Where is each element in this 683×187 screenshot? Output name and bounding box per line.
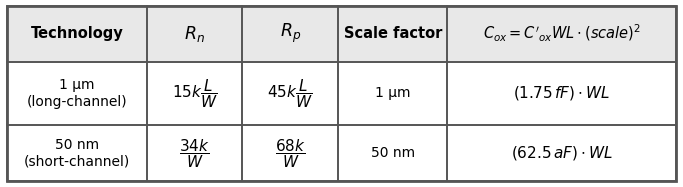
Bar bbox=[147, 6, 242, 62]
Bar bbox=[338, 125, 447, 181]
Bar bbox=[7, 6, 147, 62]
Text: $\dfrac{34k}{W}$: $\dfrac{34k}{W}$ bbox=[180, 137, 210, 170]
Bar bbox=[147, 125, 242, 181]
Text: 50 nm
(short-channel): 50 nm (short-channel) bbox=[24, 138, 130, 168]
Bar bbox=[147, 62, 242, 125]
Text: 1 μm
(long-channel): 1 μm (long-channel) bbox=[27, 78, 127, 109]
Bar bbox=[338, 6, 447, 62]
Text: $(62.5\,aF) \cdot WL$: $(62.5\,aF) \cdot WL$ bbox=[511, 144, 613, 162]
Bar bbox=[7, 125, 147, 181]
Text: $45k\dfrac{L}{W}$: $45k\dfrac{L}{W}$ bbox=[267, 77, 313, 110]
Bar bbox=[447, 6, 676, 62]
Text: $\mathbf{\mathit{R}}_{\mathbf{\mathit{n}}}$: $\mathbf{\mathit{R}}_{\mathbf{\mathit{n}… bbox=[184, 24, 205, 44]
Bar bbox=[242, 62, 338, 125]
Text: Technology: Technology bbox=[31, 26, 123, 41]
Bar bbox=[338, 62, 447, 125]
Text: $(1.75\,fF) \cdot WL$: $(1.75\,fF) \cdot WL$ bbox=[514, 85, 610, 102]
Text: $\mathbf{\mathit{R}}_{\mathbf{\mathit{p}}}$: $\mathbf{\mathit{R}}_{\mathbf{\mathit{p}… bbox=[279, 22, 301, 45]
Text: $15k\dfrac{L}{W}$: $15k\dfrac{L}{W}$ bbox=[171, 77, 218, 110]
Bar bbox=[242, 6, 338, 62]
Text: Scale factor: Scale factor bbox=[344, 26, 442, 41]
Text: $C_{ox} = C'_{ox}WL \cdot (scale)^2$: $C_{ox} = C'_{ox}WL \cdot (scale)^2$ bbox=[483, 23, 641, 44]
Text: 50 nm: 50 nm bbox=[371, 146, 415, 160]
Bar bbox=[447, 125, 676, 181]
Bar bbox=[242, 125, 338, 181]
Bar bbox=[7, 62, 147, 125]
Text: 1 μm: 1 μm bbox=[375, 87, 410, 100]
Text: $\dfrac{68k}{W}$: $\dfrac{68k}{W}$ bbox=[275, 137, 305, 170]
Bar bbox=[447, 62, 676, 125]
Bar bbox=[7, 6, 676, 62]
